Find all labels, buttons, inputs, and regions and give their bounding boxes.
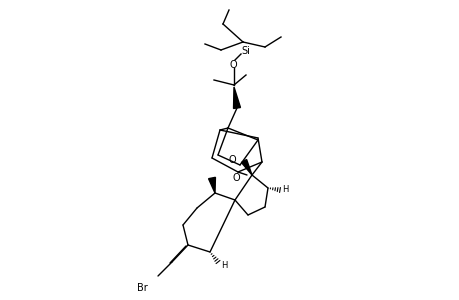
Polygon shape [208,177,215,193]
Text: O: O [229,60,236,70]
Polygon shape [241,160,252,175]
Text: O: O [228,155,235,165]
Text: Br: Br [137,283,148,293]
Text: H: H [220,260,227,269]
Text: Si: Si [241,46,250,56]
Text: H: H [281,185,288,194]
Text: O: O [232,173,239,183]
Polygon shape [233,87,240,109]
